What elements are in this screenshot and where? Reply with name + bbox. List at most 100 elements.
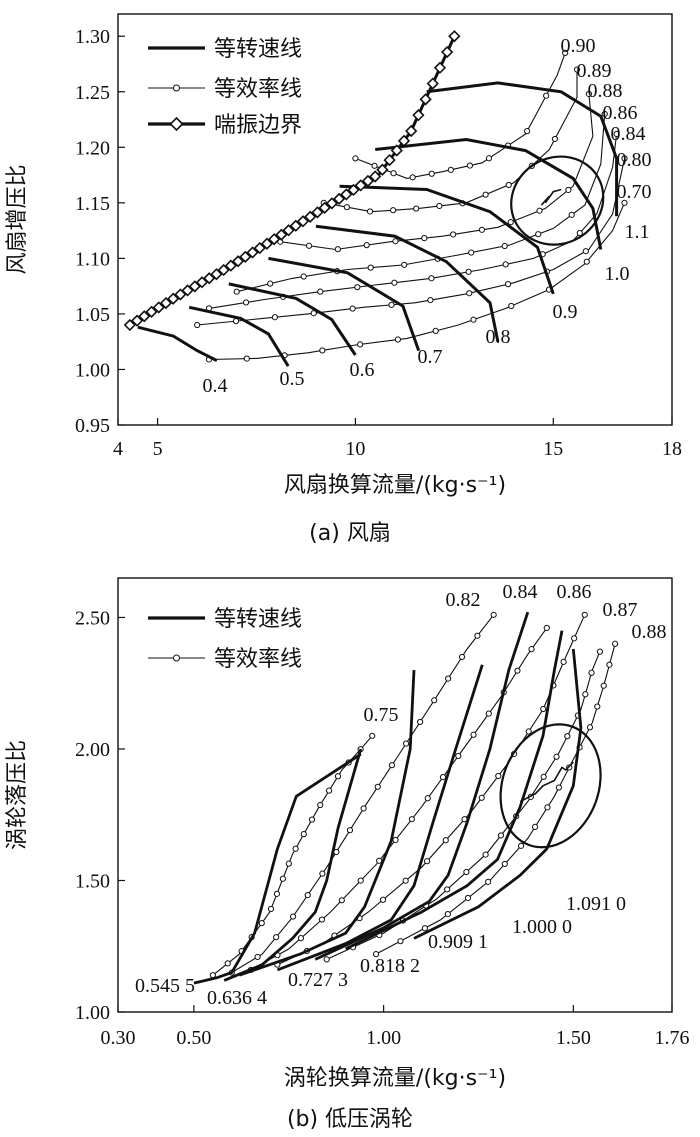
turbine-efficiency-marker <box>258 920 265 927</box>
fan-efficiency-line <box>280 93 594 251</box>
turbine-speed-label: 0.545 5 <box>135 975 195 997</box>
fan-surge-marker <box>354 179 367 192</box>
fan-surge-marker <box>332 192 346 206</box>
fan-surge-marker <box>383 153 396 167</box>
turbine-x-tick-label: 1.50 <box>556 1027 591 1049</box>
fan-y-axis-title: 风扇增压比 <box>5 164 30 274</box>
turbine-speed-line <box>238 670 416 977</box>
turbine-efficiency-label: 0.75 <box>364 704 399 726</box>
fan-efficiency-marker <box>505 281 512 288</box>
turbine-efficiency-marker <box>360 805 367 812</box>
fan-surge-marker <box>275 228 288 241</box>
fan-efficiency-marker <box>573 66 581 73</box>
turbine-efficiency-marker <box>544 804 551 811</box>
fan-surge-marker <box>340 188 353 201</box>
fan-surge-marker <box>426 77 439 90</box>
turbine-speed-line <box>314 611 530 961</box>
turbine-x-tick-label: 0.30 <box>101 1027 136 1049</box>
fan-surge-marker <box>405 124 418 138</box>
fan-operating-trace <box>540 188 562 206</box>
fan-surge-marker <box>138 310 151 323</box>
fan-efficiency-marker <box>427 297 434 304</box>
fan-surge-marker <box>239 250 252 263</box>
turbine-efficiency-marker <box>560 658 567 665</box>
fan-surge-marker <box>311 206 324 219</box>
fan-speed-label: 0.5 <box>280 368 305 390</box>
turbine-y-tick-label: 1.00 <box>75 1002 110 1024</box>
turbine-efficiency-marker <box>525 728 532 735</box>
fan-surge-marker <box>145 305 158 318</box>
fan-x-tick-label: 4 <box>113 438 123 460</box>
fan-efficiency-marker <box>371 162 378 169</box>
fan-efficiency-marker <box>300 273 307 280</box>
fan-surge-marker <box>210 268 223 281</box>
turbine-efficiency-marker <box>402 877 409 884</box>
fan-efficiency-marker <box>367 264 374 271</box>
fan-surge-marker <box>361 174 375 188</box>
fan-efficiency-label: 0.89 <box>577 60 612 82</box>
fan-surge-marker <box>376 163 389 176</box>
fan-efficiency-marker <box>363 242 370 249</box>
fan-speed-label: 1.1 <box>625 221 650 243</box>
fan-speed-label: 0.7 <box>418 346 443 368</box>
turbine-speed-label: 1.091 0 <box>566 893 626 915</box>
fan-efficiency-marker <box>524 128 531 135</box>
fan-efficiency-marker <box>568 211 575 218</box>
fan-speed-line <box>137 325 218 362</box>
turbine-efficiency-marker <box>424 795 431 802</box>
fan-map-panel: 0.95 1.00 1.05 1.10 1.15 1.20 1.25 1.30 4 5 10 15 18… <box>5 13 682 546</box>
fan-legend-efficiency-marker <box>173 84 180 92</box>
turbine-legend-efficiency-marker <box>173 654 180 662</box>
fan-y-tick-label: 1.00 <box>75 359 110 381</box>
turbine-efficiency-marker <box>485 878 492 885</box>
fan-efficiency-marker <box>394 336 402 343</box>
turbine-speed-label: 0.727 3 <box>288 969 348 991</box>
turbine-efficiency-marker <box>485 710 492 717</box>
fan-efficiency-marker <box>349 305 356 312</box>
turbine-speed-line <box>193 753 362 985</box>
turbine-speed-label: 0.818 2 <box>360 955 420 977</box>
fan-speed-label: 0.9 <box>553 301 578 323</box>
fan-speed-label: 1.0 <box>605 263 630 285</box>
fan-surge-marker <box>174 288 187 301</box>
turbine-efficiency-marker <box>528 646 535 653</box>
turbine-efficiency-marker <box>470 731 477 738</box>
turbine-efficiency-marker <box>292 845 299 852</box>
fan-efficiency-line <box>208 133 618 309</box>
fan-efficiency-marker <box>565 186 572 194</box>
fan-surge-marker <box>224 259 238 272</box>
fan-efficiency-label: 0.86 <box>603 102 638 124</box>
turbine-map-panel: 1.00 1.50 2.00 2.50 0.30 0.50 1.00 1.50 1.76 0.54… <box>5 577 690 1132</box>
fan-surge-marker <box>268 233 281 246</box>
turbine-efficiency-marker <box>421 925 429 932</box>
turbine-speed-label: 0.909 1 <box>428 931 488 953</box>
turbine-efficiency-marker <box>224 960 231 967</box>
turbine-efficiency-marker <box>308 816 316 823</box>
fan-surge-marker <box>390 144 403 157</box>
turbine-efficiency-marker <box>369 732 376 739</box>
fan-surge-marker <box>412 109 425 122</box>
fan-x-tick-label: 18 <box>662 438 682 460</box>
fan-speed-line <box>268 256 421 352</box>
turbine-efficiency-marker <box>297 935 305 942</box>
fan-legend-label: 喘振边界 <box>214 113 302 138</box>
fan-efficiency-marker <box>409 174 416 181</box>
fan-efficiency-label: 0.70 <box>617 181 652 203</box>
fan-y-tick-label: 1.05 <box>75 304 110 326</box>
turbine-efficiency-marker <box>304 891 311 899</box>
fan-efficiency-marker <box>478 226 486 233</box>
fan-surge-marker <box>304 210 317 223</box>
turbine-caption: (b) 低压涡轮 <box>287 1107 413 1132</box>
fan-surge-marker <box>397 134 411 147</box>
fan-speed-line <box>228 282 357 356</box>
fan-efficiency-marker <box>576 229 583 237</box>
turbine-efficiency-marker <box>581 611 588 618</box>
fan-efficiency-marker <box>392 238 399 245</box>
fan-efficiency-marker <box>562 49 569 56</box>
turbine-efficiency-marker <box>267 905 275 913</box>
turbine-y-tick-label: 2.00 <box>75 739 110 761</box>
fan-efficiency-marker <box>585 90 593 98</box>
fan-x-tick-label: 15 <box>543 438 563 460</box>
fan-surge-marker <box>369 170 382 183</box>
turbine-efficiency-marker <box>600 682 607 689</box>
